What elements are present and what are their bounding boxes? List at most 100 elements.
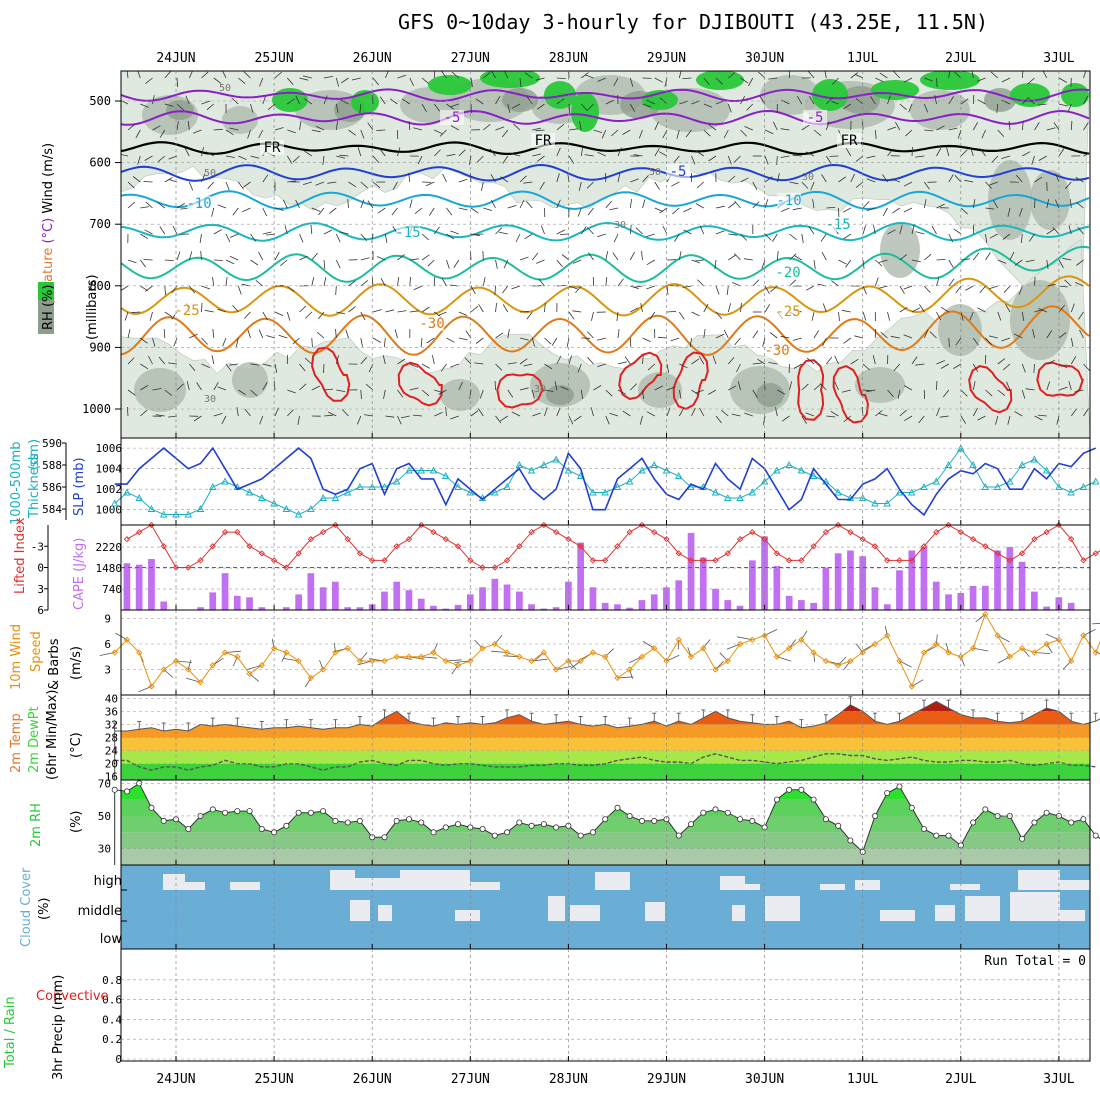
wind-barb: [299, 363, 306, 372]
wind-barb: [691, 311, 700, 317]
wind-barb: [201, 302, 203, 313]
wind-barb: [556, 147, 561, 157]
slp-tick-label: 1006: [96, 442, 123, 455]
wind-barb: [432, 355, 435, 365]
wind-barb: [985, 233, 988, 243]
wind-barb: [287, 285, 295, 292]
wind-barb: [185, 95, 190, 105]
wind-barb: [1046, 127, 1056, 131]
wind-barb: [201, 71, 209, 79]
wind-barb: [977, 99, 986, 105]
wind-barb: [764, 285, 770, 294]
wind-speed-point: [577, 657, 584, 665]
wind-barb: [446, 153, 456, 157]
rh-area: [121, 783, 1090, 865]
wind-barb: [617, 278, 624, 287]
date-label-top: 25JUN: [255, 51, 294, 66]
wind-barb: [1020, 233, 1023, 244]
wind-barb: [789, 381, 793, 391]
wind-speed-point: [553, 666, 560, 673]
wind-barb: [654, 77, 663, 83]
wind-barb: [638, 129, 643, 139]
rh2m-axis-label: 2m RH: [29, 803, 44, 847]
wind-barb: [503, 259, 509, 269]
wind-barb: [740, 303, 742, 313]
slp-line: [114, 446, 1097, 517]
wind-barb: [481, 181, 484, 191]
wind-barb: [948, 233, 954, 243]
lifted-index-point: [982, 543, 989, 550]
wind-barb: [148, 355, 153, 365]
lifted-index-point: [675, 550, 682, 557]
wind-barb: [737, 381, 741, 391]
thickness-point: [552, 455, 560, 463]
wind-barb: [879, 72, 888, 79]
wind-barb: [1034, 276, 1036, 287]
wind-barb: [633, 154, 643, 157]
thickness-point: [184, 510, 193, 518]
wind-barb: [1021, 71, 1024, 79]
wind-barb: [985, 252, 991, 261]
wind-barb: [446, 233, 455, 240]
slp-axis-label: SLP (mb): [72, 457, 87, 516]
cape-axis-label: CAPE (J/kg): [72, 538, 87, 610]
wind-barb: [572, 310, 582, 313]
rh-grey-area: [756, 383, 784, 407]
wind-barb: [752, 279, 760, 287]
wind-barb: [699, 225, 705, 235]
wind-barb: [420, 337, 423, 348]
wind-barb: [421, 77, 430, 85]
wind-barb: [360, 257, 370, 261]
wind-barb: [703, 77, 710, 86]
wind-barb: [359, 103, 362, 114]
wind-barb: [629, 103, 636, 112]
rh-point: [810, 796, 817, 803]
wind-barb: [1034, 122, 1040, 131]
wind-barb: [764, 304, 771, 313]
wind-barb: [408, 173, 411, 183]
wind-speed-point: [356, 657, 364, 665]
lifted-index-point: [136, 528, 143, 536]
wind-speed-point: [491, 640, 498, 648]
wind-barb: [953, 363, 962, 369]
thickness-point: [442, 472, 450, 479]
date-label-top: 27JUN: [451, 51, 490, 66]
wind-barb: [193, 415, 202, 422]
wind-speed-point: [307, 674, 315, 682]
wind-barb: [302, 181, 312, 185]
wind-barb: [699, 407, 705, 417]
wind-barb: [340, 77, 349, 84]
wind-barb: [813, 383, 822, 391]
wind-barb: [990, 71, 999, 79]
cloud-middle-fill: [455, 910, 480, 921]
rh-point: [344, 819, 351, 826]
wind-barb: [1025, 259, 1035, 263]
precip-tick-label: 0: [115, 1053, 122, 1066]
wind-barb: [605, 415, 610, 425]
cloud-middle-fill: [1010, 892, 1060, 921]
temperature-contour-warm: [797, 359, 825, 421]
wind-barb: [587, 357, 594, 365]
wind-barb: [1034, 176, 1043, 183]
wind-barb: [759, 96, 766, 105]
wind-barb: [262, 174, 269, 183]
wind-barb: [434, 129, 443, 135]
thickness-point: [613, 483, 622, 490]
wind-barb: [915, 155, 925, 158]
cape-bar: [540, 608, 548, 610]
cloud-middle-fill: [570, 905, 600, 921]
wind-barb: [744, 412, 753, 417]
rh-grey-area: [546, 385, 574, 405]
wind-barb: [997, 358, 1006, 365]
wind-barb: [145, 77, 153, 84]
wind-barb: [577, 207, 582, 217]
wind-barb: [164, 71, 172, 79]
wind-barb: [715, 285, 720, 295]
wind-barb: [1001, 155, 1011, 159]
wind-barb: [740, 177, 749, 183]
wind-barb: [666, 363, 670, 373]
wind-barb: [152, 337, 156, 347]
wind-barb: [560, 386, 570, 391]
wind-barb: [495, 415, 502, 424]
rh-point: [798, 786, 805, 793]
